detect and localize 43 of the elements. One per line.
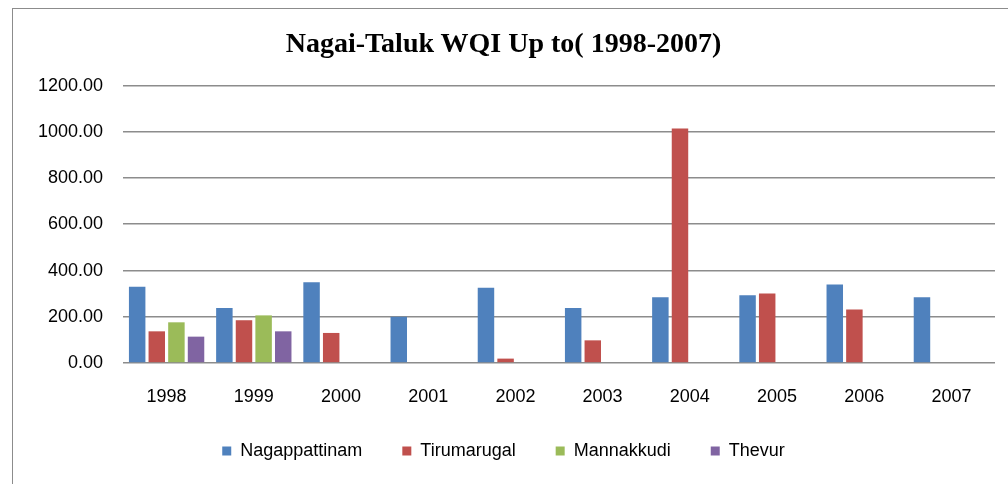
bar — [390, 316, 408, 363]
bar — [255, 315, 272, 363]
y-tick-label: 600.00 — [47, 213, 103, 234]
bar — [187, 336, 205, 363]
bar — [913, 297, 931, 363]
x-tick-label: 2001 — [408, 385, 449, 406]
x-tick-label: 2003 — [582, 385, 623, 406]
x-tick-label: 2005 — [756, 385, 798, 406]
bar — [758, 293, 776, 363]
y-tick-label: 1000.00 — [37, 120, 103, 141]
x-tick-label: 2002 — [495, 385, 536, 406]
legend-label: Nagappattinam — [240, 439, 363, 460]
bar — [168, 322, 185, 363]
bar — [652, 297, 669, 363]
bar — [322, 332, 340, 363]
x-tick-label: 2000 — [320, 385, 362, 406]
bar — [826, 284, 844, 363]
y-tick-label: 800.00 — [47, 167, 103, 188]
x-tick-label: 1999 — [233, 385, 274, 406]
y-tick-label: 1200.00 — [37, 74, 103, 95]
bar — [274, 331, 292, 363]
bar — [846, 309, 863, 363]
x-tick-label: 2007 — [931, 385, 972, 406]
bar — [671, 128, 689, 363]
x-tick-label: 2006 — [844, 385, 885, 406]
bar — [235, 320, 253, 363]
x-tick-label: 1998 — [146, 385, 187, 406]
bar — [216, 307, 233, 363]
legend-label: Mannakkudi — [573, 439, 671, 460]
bar — [303, 282, 320, 363]
bar — [148, 331, 166, 363]
y-tick-label: 0.00 — [67, 351, 103, 372]
bar — [477, 287, 495, 363]
x-tick-label: 2004 — [669, 385, 710, 406]
legend-label: Tirumarugal — [420, 439, 516, 460]
legend-label: Thevur — [728, 439, 785, 460]
y-tick-label: 200.00 — [47, 305, 103, 326]
bar — [584, 340, 602, 363]
bar — [739, 295, 756, 363]
y-tick-label: 400.00 — [47, 259, 103, 280]
bar — [564, 307, 582, 363]
bar — [128, 286, 146, 363]
chart-title: Nagai-Taluk WQI Up to( 1998-2007) — [285, 27, 722, 59]
